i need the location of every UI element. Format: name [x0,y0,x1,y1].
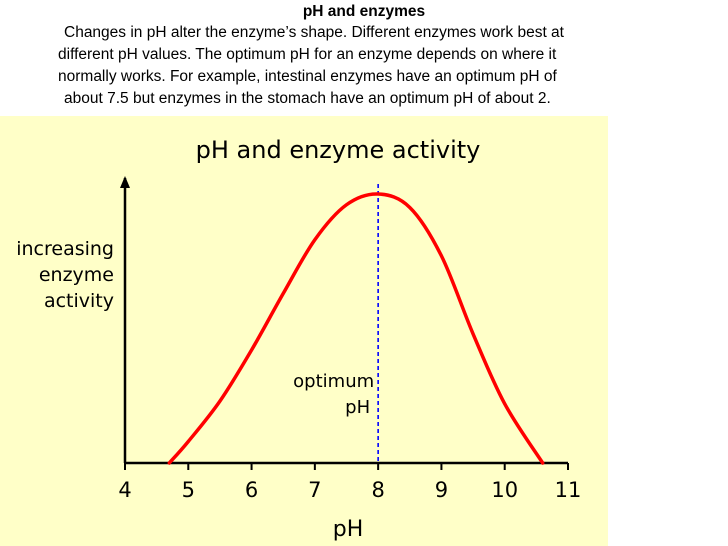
para-line-4: about 7.5 but enzymes in the stomach hav… [64,90,551,107]
y-axis-label-line-2: enzyme [39,264,114,286]
para-line-1: Changes in pH alter the enzyme’s shape. … [64,24,564,41]
x-tick-label-11: 11 [555,478,582,502]
x-tick-label-5: 5 [182,478,195,502]
chart-title: pH and enzyme activity [196,136,481,164]
ph-enzyme-chart: pH and enzyme activity increasing enzyme… [0,116,608,546]
chart-background [0,116,608,546]
y-axis-label: increasing enzyme activity [16,238,114,312]
chart-panel: pH and enzyme activity increasing enzyme… [0,116,608,546]
x-axis-label: pH [333,517,364,542]
y-axis-label-line-3: activity [44,290,114,312]
x-ticks [124,463,569,470]
enzyme-activity-curve [167,192,545,465]
para-line-2: different pH values. The optimum pH for … [58,46,557,63]
x-tick-label-4: 4 [118,478,131,502]
x-tick-label-8: 8 [371,478,384,502]
optimum-label-line-1: optimum [293,371,374,392]
x-tick-label-6: 6 [245,478,258,502]
x-tick-label-10: 10 [491,478,518,502]
x-tick-label-9: 9 [435,478,448,502]
x-tick-labels: 4 5 6 7 8 9 10 11 [118,478,581,502]
y-axis-arrowhead [120,176,130,188]
y-axis-label-line-1: increasing [16,238,114,260]
intro-text: pH and enzymes Changes in pH alter the e… [0,2,728,110]
x-tick-label-7: 7 [308,478,321,502]
optimum-label-line-2: pH [345,397,370,418]
para-line-3: normally works. For example, intestinal … [58,68,557,85]
page-title: pH and enzymes [302,3,426,20]
